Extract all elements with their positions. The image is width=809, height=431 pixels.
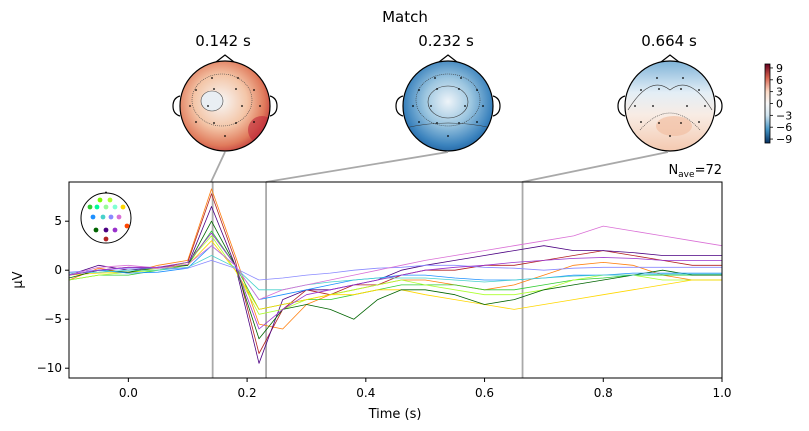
connector-2 [265, 151, 449, 183]
sensor-dot [90, 214, 96, 220]
sensor-dot [93, 227, 99, 233]
nave-sub: ave [678, 170, 695, 180]
sensor-inset [80, 191, 132, 244]
channel-line-7 [69, 220, 722, 340]
colorbar-tick-label: −3 [776, 109, 792, 122]
x-tick-label: 0.0 [119, 386, 138, 400]
y-tick-label: 5 [54, 214, 62, 228]
x-tick-label: 0.2 [238, 386, 257, 400]
sensor-dot [112, 204, 118, 210]
nose-icon [660, 54, 680, 63]
sensor-dot [120, 204, 126, 210]
figure-title: Match [382, 8, 428, 26]
inset-head [80, 192, 132, 244]
sensor-dot [87, 204, 93, 210]
sensor-dot [103, 227, 109, 233]
y-axis-label: µV [11, 271, 26, 288]
sensor-dot [100, 214, 106, 220]
connector-1 [210, 151, 226, 183]
channel-line-9 [69, 255, 722, 291]
channel-line-1 [69, 188, 722, 330]
sensor-dot [112, 227, 118, 233]
colorbar-gradient [764, 63, 771, 144]
y-tick-label: −5 [44, 312, 62, 326]
time-connectors [210, 151, 669, 183]
ear-left-icon [172, 95, 181, 117]
ear-left-icon [617, 95, 626, 117]
topomap-2-time-label: 0.232 s [418, 32, 474, 50]
channel-line-10 [69, 259, 722, 281]
axes-frame [68, 181, 723, 379]
sensor-dot [103, 204, 109, 210]
sensor-dot [124, 223, 130, 229]
topomap-2: 0.232 s [395, 32, 501, 152]
topomap-3: 0.664 s [617, 32, 723, 152]
y-tick-label: 0 [54, 263, 62, 277]
sensor-dot [97, 197, 103, 203]
colorbar-tick-label: 9 [776, 62, 783, 75]
series-layer [69, 188, 722, 364]
channel-line-3 [69, 206, 722, 364]
sensor-dot [94, 204, 100, 210]
y-axis: 5 0 −5 −10 [37, 214, 69, 375]
nave-label: Nave=72 [668, 163, 722, 180]
topomap-1: 0.142 s [172, 32, 278, 152]
colorbar-tick-label: −6 [776, 121, 792, 134]
nave-n: N [668, 163, 678, 178]
colorbar-tick-label: −9 [776, 133, 792, 146]
x-tick-label: 1.0 [712, 386, 731, 400]
x-tick-label: 0.8 [594, 386, 613, 400]
y-tick-label: −10 [37, 361, 62, 375]
topomap-3-field [625, 61, 715, 151]
nose-icon [438, 54, 458, 63]
connector-3 [521, 151, 669, 183]
colorbar-tick-label: 3 [776, 86, 783, 99]
sensor-dot [116, 214, 122, 220]
sensor-dot [107, 197, 113, 203]
topomap-3-time-label: 0.664 s [641, 32, 697, 50]
ear-left-icon [395, 95, 404, 117]
topomap-2-field [403, 61, 493, 151]
colorbar-tick-label: 6 [776, 74, 783, 87]
sensor-dot [108, 214, 114, 220]
nave-value: =72 [695, 163, 722, 178]
topomap-1-field [180, 61, 270, 151]
nose-icon [215, 54, 235, 63]
x-axis: 0.0 0.2 0.4 0.6 0.8 1.0 [119, 378, 732, 400]
butterfly-plot: 0.0 0.2 0.4 0.6 0.8 1.0 5 0 −5 −10 Time (s) µV [11, 181, 732, 422]
channel-line-12 [69, 232, 722, 330]
ear-right-icon [714, 95, 723, 117]
x-tick-label: 0.6 [475, 386, 494, 400]
sensor-dot [103, 236, 109, 242]
x-tick-label: 0.4 [356, 386, 375, 400]
ear-right-icon [492, 95, 501, 117]
colorbar-tick-label: 0 [776, 98, 783, 111]
ear-right-icon [269, 95, 278, 117]
x-axis-label: Time (s) [368, 407, 422, 422]
channel-line-4 [69, 230, 722, 310]
topomap-1-time-label: 0.142 s [195, 32, 251, 50]
channel-line-11 [69, 225, 722, 301]
